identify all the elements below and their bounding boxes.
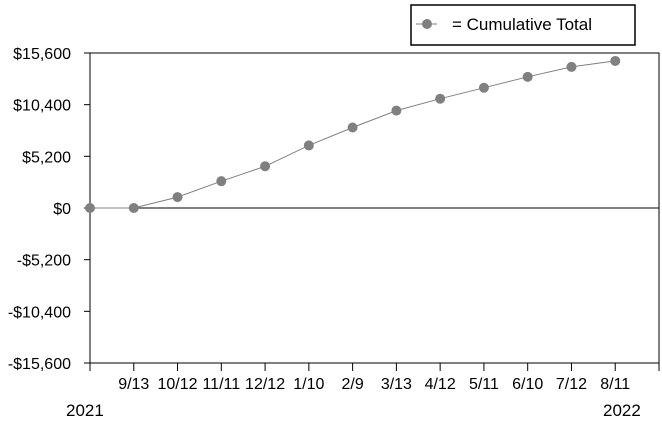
data-point (128, 203, 139, 213)
x-tick-label: 3/13 (381, 376, 412, 393)
x-tick-label: 10/12 (158, 376, 198, 393)
series-layer (85, 55, 621, 213)
x-tick-label: 4/12 (425, 376, 456, 393)
y-tick-label: $15,600 (13, 46, 71, 63)
data-point (391, 105, 402, 116)
legend-marker (422, 19, 432, 29)
data-point (216, 176, 227, 187)
y-axis: $15,600 $10,400 $5,200 $0 -$5,200 -$10,400 -$1… (8, 46, 90, 373)
x-tick-label: 8/11 (600, 376, 630, 393)
x-tick-label: 5/11 (469, 376, 499, 393)
legend-box (410, 4, 636, 46)
data-point (610, 55, 621, 66)
data-point (303, 140, 314, 151)
series-line (90, 60, 616, 209)
x-tick-label: 12/12 (245, 376, 285, 393)
data-point (435, 93, 446, 104)
y-tick-label: $0 (53, 201, 71, 218)
data-point (85, 203, 95, 213)
data-point (260, 161, 271, 172)
data-point (347, 122, 358, 133)
legend-label: = Cumulative Total (452, 15, 592, 34)
y-tick-label: -$15,600 (8, 356, 71, 373)
x-tick-label: 1/10 (293, 376, 324, 393)
data-point (172, 192, 183, 203)
legend: = Cumulative Total (410, 4, 636, 46)
y-tick-label: -$5,200 (17, 253, 71, 270)
x-tick-label: 7/12 (556, 376, 587, 393)
y-tick-label: $10,400 (13, 98, 71, 115)
x-tick-label: 11/11 (202, 376, 240, 393)
x-end-year-label: 2022 (603, 401, 641, 420)
x-start-year-label: 2021 (66, 401, 104, 420)
y-tick-label: $5,200 (22, 149, 71, 166)
data-point (478, 82, 489, 93)
data-point (566, 61, 577, 72)
y-tick-label: -$10,400 (8, 304, 71, 321)
x-axis: 9/13 10/12 11/11 12/12 1/10 2/9 3/13 4/12 5/11 6/… (89, 363, 660, 393)
x-tick-label: 9/13 (118, 376, 149, 393)
x-tick-label: 6/10 (512, 376, 543, 393)
data-point (522, 71, 533, 82)
x-tick-label: 2/9 (341, 376, 363, 393)
